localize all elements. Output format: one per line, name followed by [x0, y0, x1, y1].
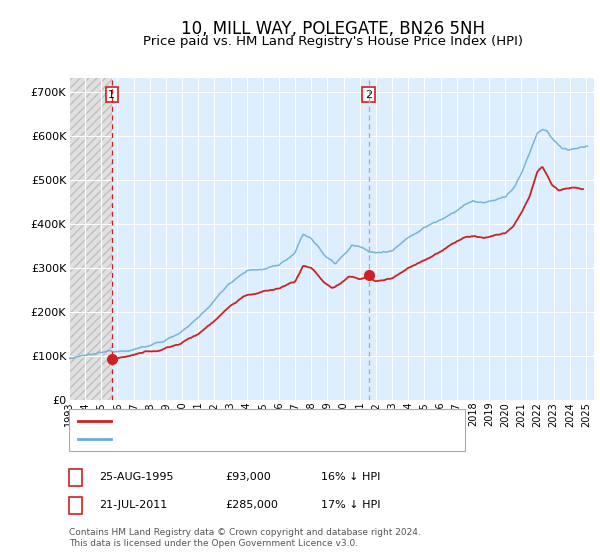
- Text: 2: 2: [72, 500, 79, 510]
- Text: £93,000: £93,000: [225, 472, 271, 482]
- Text: £285,000: £285,000: [225, 500, 278, 510]
- Text: 1: 1: [72, 472, 79, 482]
- Text: 10, MILL WAY, POLEGATE, BN26 5NH: 10, MILL WAY, POLEGATE, BN26 5NH: [181, 20, 485, 38]
- Text: 21-JUL-2011: 21-JUL-2011: [99, 500, 167, 510]
- Text: 2: 2: [365, 90, 372, 100]
- Text: Contains HM Land Registry data © Crown copyright and database right 2024.
This d: Contains HM Land Registry data © Crown c…: [69, 528, 421, 548]
- Text: Price paid vs. HM Land Registry's House Price Index (HPI): Price paid vs. HM Land Registry's House …: [143, 35, 523, 48]
- Text: 17% ↓ HPI: 17% ↓ HPI: [321, 500, 380, 510]
- Text: 10, MILL WAY, POLEGATE, BN26 5NH (detached house): 10, MILL WAY, POLEGATE, BN26 5NH (detach…: [117, 416, 422, 426]
- Text: 1: 1: [109, 90, 115, 100]
- Text: HPI: Average price, detached house, Wealden: HPI: Average price, detached house, Weal…: [117, 434, 372, 444]
- Bar: [69, 78, 112, 400]
- Text: 16% ↓ HPI: 16% ↓ HPI: [321, 472, 380, 482]
- Text: 25-AUG-1995: 25-AUG-1995: [99, 472, 173, 482]
